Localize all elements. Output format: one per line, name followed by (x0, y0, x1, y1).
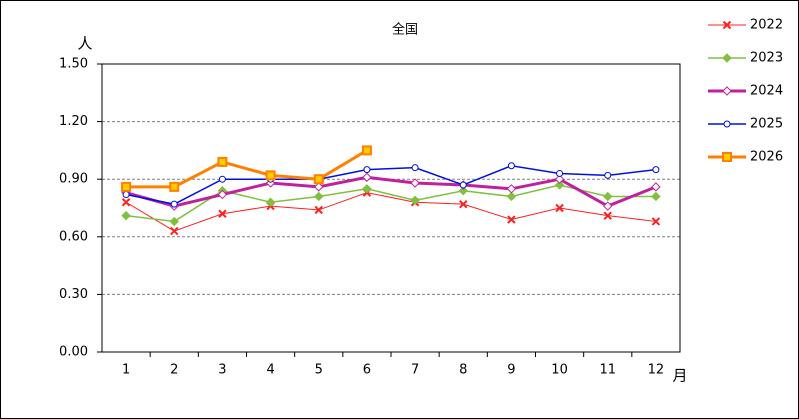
point (170, 200, 178, 208)
point (218, 175, 226, 183)
x-tick-label: 8 (459, 363, 467, 378)
point (603, 191, 613, 202)
point (362, 184, 372, 194)
x-tick-label: 4 (266, 363, 274, 378)
point (556, 169, 564, 177)
x-tick-label: 6 (363, 363, 371, 378)
point (170, 226, 179, 236)
point (651, 191, 661, 202)
legend-marker (723, 120, 731, 128)
point (651, 182, 661, 192)
point (265, 197, 276, 207)
y-tick-label: 1.50 (59, 57, 88, 72)
point (651, 217, 661, 226)
point (652, 166, 660, 174)
x-tick-label: 1 (122, 363, 130, 378)
x-tick-label: 10 (551, 363, 568, 378)
point (363, 166, 371, 174)
point (410, 195, 420, 206)
point (554, 180, 565, 190)
point (122, 191, 130, 199)
point (507, 162, 515, 170)
point (314, 205, 323, 215)
point (169, 181, 180, 192)
point (507, 215, 516, 224)
x-tick-label: 5 (315, 363, 323, 378)
series-line (126, 149, 368, 189)
legend-marker (722, 20, 732, 30)
point (506, 191, 517, 202)
legend-label: 2026 (750, 150, 783, 165)
chart-title: 全国 (392, 22, 418, 38)
x-tick-label: 7 (411, 363, 419, 378)
point (217, 156, 228, 167)
point (361, 145, 372, 156)
point (458, 186, 468, 196)
y-tick-label: 0.90 (59, 172, 88, 187)
point (217, 189, 228, 200)
point (411, 164, 419, 172)
legend-marker (722, 86, 732, 96)
point (121, 198, 131, 207)
point (506, 184, 517, 194)
y-tick-label: 0.00 (59, 345, 88, 360)
x-tick-label: 9 (507, 363, 515, 378)
point (362, 172, 372, 182)
legend-label: 2024 (750, 84, 783, 99)
legend-label: 2023 (750, 51, 783, 66)
point (121, 181, 132, 192)
point (218, 209, 227, 218)
legend-label: 2025 (750, 117, 783, 132)
legend-label: 2022 (750, 18, 783, 33)
series-line (125, 175, 657, 208)
series-line (125, 164, 657, 205)
point (314, 191, 324, 202)
x-tick-label: 3 (218, 363, 226, 378)
point (410, 178, 420, 188)
x-axis-label: 月 (672, 367, 687, 385)
y-tick-label: 1.20 (59, 114, 88, 129)
point (603, 201, 613, 211)
x-tick-label: 2 (170, 363, 178, 378)
series-line (125, 192, 656, 232)
point (265, 170, 276, 181)
point (603, 211, 612, 220)
point (169, 216, 179, 227)
point (459, 199, 468, 209)
legend-marker (722, 53, 732, 63)
y-tick-label: 0.30 (59, 287, 88, 302)
x-tick-label: 12 (648, 363, 665, 378)
point (555, 203, 564, 213)
point (554, 174, 565, 184)
point (314, 182, 324, 192)
x-tick-label: 11 (599, 363, 616, 378)
y-tick-label: 0.60 (59, 229, 88, 244)
point (459, 181, 467, 189)
y-axis-label: 人 (77, 35, 92, 53)
point (121, 210, 131, 221)
point (313, 174, 324, 185)
point (604, 171, 612, 179)
legend-marker (722, 152, 732, 162)
